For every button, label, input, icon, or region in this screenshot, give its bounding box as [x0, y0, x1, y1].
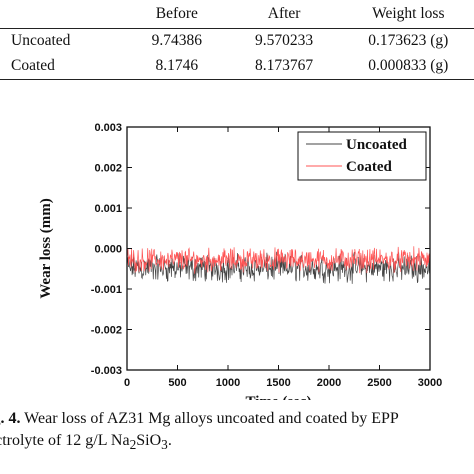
table-cell: 8.173767 — [225, 53, 343, 80]
table-cell: 0.173623 (g) — [368, 32, 449, 49]
caption-text: ectrolyte of 12 g/L Na — [0, 432, 130, 449]
table-header-cell — [0, 0, 129, 29]
caption-line-1: ig. 4. Wear loss of AZ31 Mg alloys uncoa… — [0, 408, 474, 430]
table-cell: 9.570233 — [255, 32, 314, 49]
table-header-after: After — [225, 0, 343, 29]
legend-box — [297, 131, 427, 181]
y-tick-label: -0.001 — [91, 284, 122, 296]
x-axis-label: Time (sec) — [246, 394, 312, 400]
weight-loss-table: Before After Weight loss Uncoated 9.7438… — [0, 0, 474, 80]
y-tick-label: -0.003 — [91, 365, 122, 377]
x-tick-label: 2500 — [367, 377, 391, 389]
y-tick-label: -0.002 — [91, 325, 122, 337]
table-cell: Coated — [0, 53, 129, 80]
y-tick-label: 0.000 — [94, 244, 122, 256]
caption-text: SiO — [136, 432, 162, 449]
x-tick-label: 1000 — [216, 377, 240, 389]
table-header-weight-loss: Weight loss — [342, 0, 474, 29]
figure-caption: ig. 4. Wear loss of AZ31 Mg alloys uncoa… — [0, 408, 474, 456]
caption-subscript: 3 — [161, 437, 168, 453]
caption-subscript: 2 — [129, 437, 137, 453]
y-tick-label: 0.002 — [94, 163, 122, 175]
x-tick-label: 2000 — [317, 377, 341, 389]
caption-label: ig. 4. — [0, 410, 21, 427]
x-tick-label: 1500 — [266, 377, 290, 389]
y-tick-label: 0.001 — [94, 203, 122, 215]
legend-label-uncoated: Uncoated — [346, 137, 407, 153]
caption-text: . — [167, 432, 172, 449]
table-header-before: Before — [128, 0, 226, 29]
legend-label-coated: Coated — [346, 159, 392, 175]
table-header-row: Before After Weight loss — [0, 0, 474, 29]
y-tick-label: 0.003 — [94, 122, 122, 134]
table-row: Uncoated 9.74386 9.570233 0.173623 (g) — [0, 28, 474, 54]
x-tick-label: 500 — [168, 377, 186, 389]
table-row: Coated 8.1746 8.173767 0.000833 (g) — [0, 53, 474, 80]
table-cell: Uncoated — [11, 32, 71, 49]
table-cell: 0.000833 (g) — [342, 53, 474, 80]
x-tick-label: 3000 — [418, 377, 442, 389]
caption-line-2: ectrolyte of 12 g/L Na2SiO3. — [0, 430, 474, 456]
table-cell: 9.74386 — [151, 32, 203, 49]
table-cell: 8.1746 — [128, 53, 226, 80]
series-line-coated — [126, 246, 431, 274]
y-axis-label: Wear loss (mm) — [38, 198, 54, 299]
x-tick-label: 0 — [124, 377, 130, 389]
caption-text: Wear loss of AZ31 Mg alloys uncoated and… — [20, 410, 399, 427]
